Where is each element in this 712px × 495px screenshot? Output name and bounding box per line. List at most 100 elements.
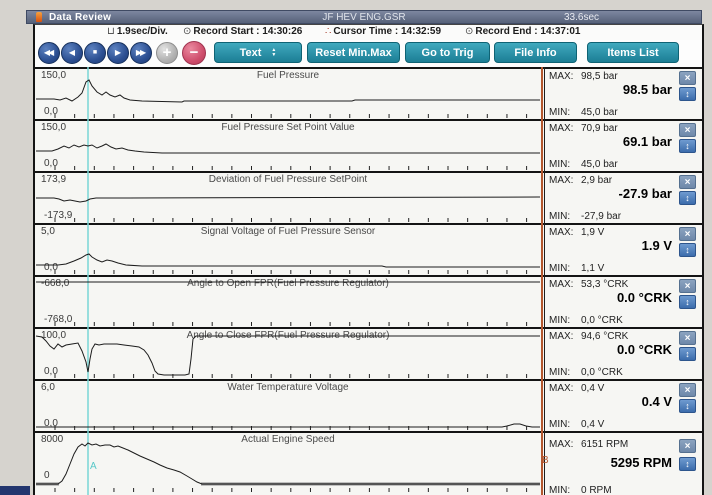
min-label: MIN: xyxy=(549,159,571,170)
up-down-arrow-icon: ↕ xyxy=(685,245,690,255)
reorder-channel-button[interactable]: ↕ xyxy=(679,139,696,153)
max-value-row: MAX: 0,4 V xyxy=(549,383,674,394)
channel-title: Fuel Pressure xyxy=(256,70,320,81)
current-value: 1.9 V xyxy=(641,238,672,253)
close-icon: × xyxy=(684,72,691,84)
stop-icon: ■ xyxy=(92,49,98,56)
plus-icon: + xyxy=(162,44,172,61)
cursor-a-label: A xyxy=(90,461,97,472)
close-icon: × xyxy=(684,384,691,396)
max-value-row: MAX: 98,5 bar xyxy=(549,71,674,82)
stop-button[interactable]: ■ xyxy=(84,42,106,64)
max-label: MAX: xyxy=(549,331,574,342)
range-bottom-label: -768,0 xyxy=(44,314,73,325)
close-channel-button[interactable]: × xyxy=(679,123,696,137)
min-label: MIN: xyxy=(549,315,571,326)
reorder-channel-button[interactable]: ↕ xyxy=(679,457,696,471)
range-bottom-label: 0,0 xyxy=(44,106,58,117)
range-top-label: 100,0 xyxy=(41,330,67,341)
text-mode-dropdown[interactable]: Text ▲ ▼ xyxy=(214,42,302,63)
max-value: 6151 RPM xyxy=(581,439,629,450)
min-value-row: MIN: 1,1 V xyxy=(549,263,674,274)
channel-title: Water Temperature Voltage xyxy=(227,382,349,393)
rewind-button[interactable]: ◀◀ xyxy=(38,42,60,64)
reorder-channel-button[interactable]: ↕ xyxy=(679,243,696,257)
close-channel-button[interactable]: × xyxy=(679,439,696,453)
min-value: 0,0 °CRK xyxy=(581,315,623,326)
cursor-b-line[interactable] xyxy=(541,67,543,495)
max-value: 1,9 V xyxy=(581,227,605,238)
close-channel-button[interactable]: × xyxy=(679,175,696,189)
min-label: MIN: xyxy=(549,263,571,274)
max-value-row: MAX: 2,9 bar xyxy=(549,175,674,186)
app-icon xyxy=(36,12,42,22)
panel-divider xyxy=(544,67,545,495)
channel-row: 8000 Actual Engine Speed 0 MAX: 6151 RPM … xyxy=(35,431,702,495)
close-channel-button[interactable]: × xyxy=(679,331,696,345)
max-value: 2,9 bar xyxy=(581,175,613,186)
waveform-chart xyxy=(36,442,540,492)
min-label: MIN: xyxy=(549,419,571,430)
channel-title: Fuel Pressure Set Point Value xyxy=(221,122,355,133)
current-value: 0.0 °CRK xyxy=(616,342,672,357)
channel-row: 6,0 Water Temperature Voltage 0,0 MAX: 0,… xyxy=(35,379,702,431)
waveform-chart xyxy=(36,281,540,326)
channel-row: 150,0 Fuel Pressure Set Point Value 0,0 … xyxy=(35,119,702,171)
min-label: MIN: xyxy=(549,107,571,118)
items-list-button[interactable]: Items List xyxy=(587,42,679,63)
channel-title: Signal Voltage of Fuel Pressure Sensor xyxy=(200,226,376,237)
minus-button[interactable]: − xyxy=(182,41,206,65)
reorder-channel-button[interactable]: ↕ xyxy=(679,295,696,309)
up-down-arrow-icon: ↕ xyxy=(685,193,690,203)
step-back-button[interactable]: ◀ xyxy=(61,42,83,64)
close-icon: × xyxy=(684,440,691,452)
range-top-label: 6,0 xyxy=(41,382,55,393)
page-title: Data Review xyxy=(49,12,112,23)
close-channel-button[interactable]: × xyxy=(679,383,696,397)
reset-minmax-button[interactable]: Reset Min.Max xyxy=(307,42,400,63)
close-channel-button[interactable]: × xyxy=(679,227,696,241)
up-down-arrow-icon: ↕ xyxy=(685,89,690,99)
content-area: ⊔ 1.9sec/Div. ⊙ Record Start : 14:30:26 ∴ C… xyxy=(33,24,704,495)
min-label: MIN: xyxy=(549,485,571,495)
max-value: 0,4 V xyxy=(581,383,605,394)
max-label: MAX: xyxy=(549,123,574,134)
range-bottom-label: 0,0 xyxy=(44,262,58,273)
waveform-chart xyxy=(36,143,540,170)
min-value: 0,4 V xyxy=(581,419,605,430)
close-channel-button[interactable]: × xyxy=(679,71,696,85)
min-value: 45,0 bar xyxy=(581,159,618,170)
close-channel-button[interactable]: × xyxy=(679,279,696,293)
file-info-button[interactable]: File Info xyxy=(494,42,577,63)
clock-icon: ⊙ xyxy=(183,26,192,37)
cursor-b-label: B xyxy=(542,455,549,466)
channel-row: 150,0 Fuel Pressure 0,0 MAX: 98,5 bar 98.… xyxy=(35,67,702,119)
current-value: 5295 RPM xyxy=(610,455,672,470)
max-label: MAX: xyxy=(549,439,574,450)
go-to-trig-button[interactable]: Go to Trig xyxy=(405,42,490,63)
plus-button[interactable]: + xyxy=(156,42,178,64)
min-value: 0 RPM xyxy=(581,485,612,495)
fast-forward-icon: ▶▶ xyxy=(135,48,146,57)
min-value-row: MIN: 0,0 °CRK xyxy=(549,367,674,378)
cursor-a-line[interactable] xyxy=(87,67,89,495)
min-value-row: MIN: 0 RPM xyxy=(549,485,674,495)
reorder-channel-button[interactable]: ↕ xyxy=(679,191,696,205)
current-value: 69.1 bar xyxy=(622,134,672,149)
recording-duration: 33.6sec xyxy=(564,12,600,23)
reorder-channel-button[interactable]: ↕ xyxy=(679,347,696,361)
cursor-time: ∴ Cursor Time : 14:32:59 xyxy=(325,26,442,37)
reorder-channel-button[interactable]: ↕ xyxy=(679,399,696,413)
fast-forward-button[interactable]: ▶▶ xyxy=(130,42,152,64)
max-label: MAX: xyxy=(549,71,574,82)
up-down-arrow-icon: ↕ xyxy=(685,141,690,151)
reorder-channel-button[interactable]: ↕ xyxy=(679,87,696,101)
waveform-chart xyxy=(36,253,540,274)
title-bar: Data Review JF HEV ENG.GSR 33.6sec xyxy=(26,10,702,24)
channel-title: Actual Engine Speed xyxy=(241,434,335,445)
max-value-row: MAX: 1,9 V xyxy=(549,227,674,238)
max-value-row: MAX: 70,9 bar xyxy=(549,123,674,134)
max-value-row: MAX: 53,3 °CRK xyxy=(549,279,674,290)
play-button[interactable]: ▶ xyxy=(107,42,129,64)
max-value: 70,9 bar xyxy=(581,123,618,134)
